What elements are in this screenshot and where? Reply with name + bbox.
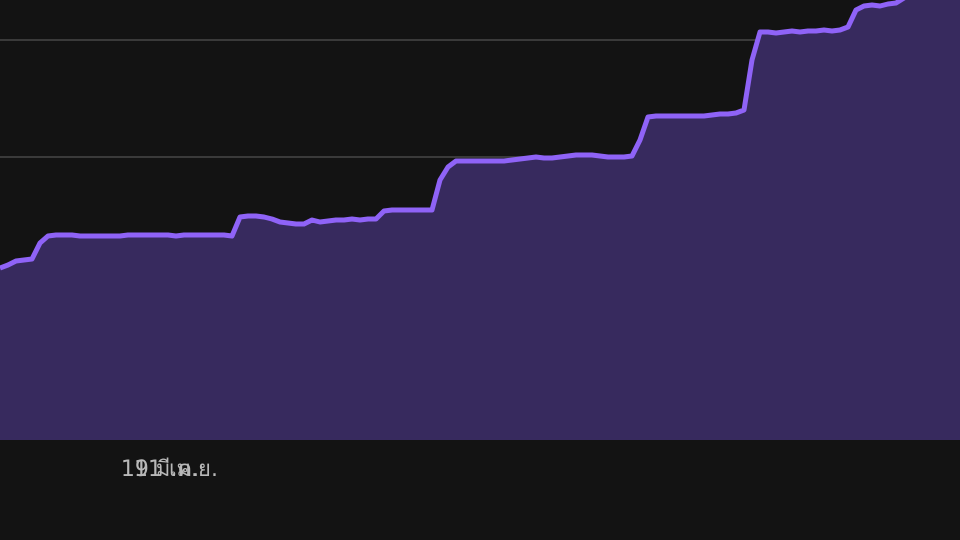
x-tick-label: 11 เม.ย.	[134, 457, 218, 482]
x-tick-label: 19 มี.ค.	[121, 457, 199, 482]
line	[0, 0, 906, 271]
area-fill	[0, 0, 960, 440]
